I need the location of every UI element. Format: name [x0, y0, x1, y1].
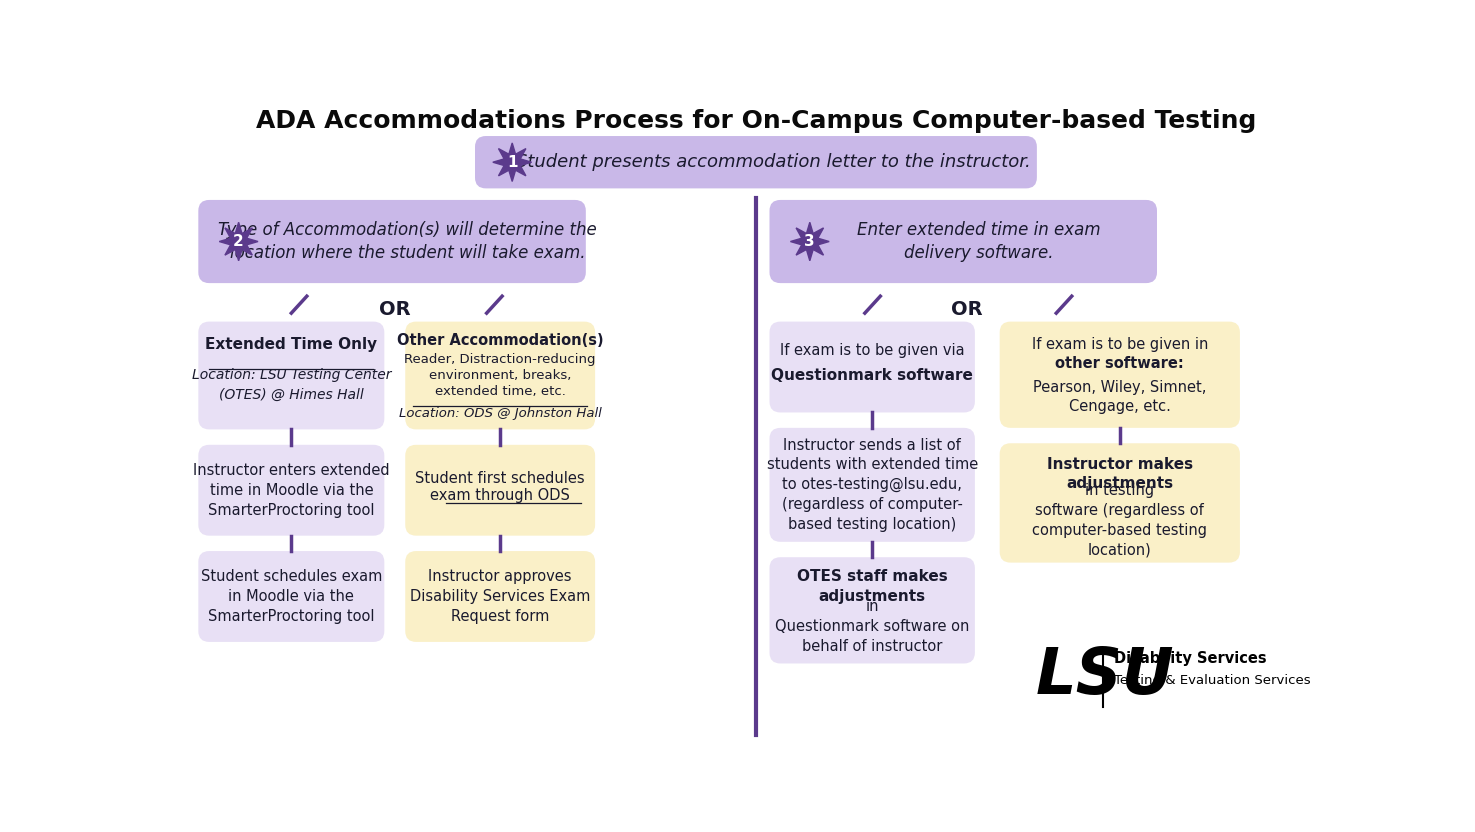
Polygon shape: [493, 143, 531, 181]
Text: in testing
software (regardless of
computer-based testing
location): in testing software (regardless of compu…: [1032, 483, 1208, 557]
Text: other software:: other software:: [1056, 356, 1184, 371]
FancyBboxPatch shape: [198, 551, 385, 642]
Text: If exam is to be given in: If exam is to be given in: [1031, 337, 1208, 352]
Text: Type of Accommodation(s) will determine the
location where the student will take: Type of Accommodation(s) will determine …: [218, 221, 597, 262]
Text: Instructor approves
Disability Services Exam
Request form: Instructor approves Disability Services …: [410, 569, 590, 624]
FancyBboxPatch shape: [770, 322, 975, 413]
Text: Student presents accommodation letter to the instructor.: Student presents accommodation letter to…: [516, 153, 1031, 171]
FancyBboxPatch shape: [198, 445, 385, 536]
Polygon shape: [220, 222, 258, 260]
FancyBboxPatch shape: [770, 428, 975, 542]
Text: If exam is to be given via: If exam is to be given via: [780, 344, 965, 359]
FancyBboxPatch shape: [1000, 443, 1240, 562]
Text: Disability Services: Disability Services: [1115, 651, 1267, 666]
FancyBboxPatch shape: [406, 322, 594, 429]
Text: OTES staff makes
adjustments: OTES staff makes adjustments: [796, 569, 947, 603]
Text: OR: OR: [379, 300, 412, 319]
Text: Student schedules exam
in Moodle via the
SmarterProctoring tool: Student schedules exam in Moodle via the…: [201, 569, 382, 624]
Text: Enter extended time in exam
delivery software.: Enter extended time in exam delivery sof…: [857, 221, 1100, 262]
Text: LSU: LSU: [1035, 645, 1174, 707]
FancyBboxPatch shape: [770, 557, 975, 663]
Text: Student first schedules: Student first schedules: [416, 471, 586, 486]
Text: 2: 2: [233, 234, 243, 249]
Text: Instructor enters extended
time in Moodle via the
SmarterProctoring tool: Instructor enters extended time in Moodl…: [193, 463, 389, 518]
FancyBboxPatch shape: [1000, 322, 1240, 428]
Text: Testing & Evaluation Services: Testing & Evaluation Services: [1115, 674, 1311, 687]
FancyBboxPatch shape: [406, 445, 594, 536]
Text: Instructor sends a list of
students with extended time
to otes-testing@lsu.edu,
: Instructor sends a list of students with…: [767, 438, 978, 532]
FancyBboxPatch shape: [198, 322, 385, 429]
Text: Location: LSU Testing Center
(OTES) @ Himes Hall: Location: LSU Testing Center (OTES) @ Hi…: [192, 368, 391, 402]
Text: ADA Accommodations Process for On-Campus Computer-based Testing: ADA Accommodations Process for On-Campus…: [255, 109, 1257, 133]
FancyBboxPatch shape: [198, 200, 586, 283]
Text: Pearson, Wiley, Simnet,
Cengage, etc.: Pearson, Wiley, Simnet, Cengage, etc.: [1032, 379, 1207, 414]
Text: Questionmark software: Questionmark software: [771, 368, 974, 383]
Text: OR: OR: [951, 300, 982, 319]
Text: 1: 1: [507, 155, 518, 170]
Text: in
Questionmark software on
behalf of instructor: in Questionmark software on behalf of in…: [774, 599, 969, 654]
FancyBboxPatch shape: [406, 551, 594, 642]
Text: 3: 3: [804, 234, 816, 249]
FancyBboxPatch shape: [770, 200, 1156, 283]
Text: Other Accommodation(s): Other Accommodation(s): [397, 333, 603, 348]
Text: Location: ODS @ Johnston Hall: Location: ODS @ Johnston Hall: [398, 408, 602, 420]
Text: Reader, Distraction-reducing
environment, breaks,
extended time, etc.: Reader, Distraction-reducing environment…: [404, 353, 596, 399]
Text: exam through ODS: exam through ODS: [431, 488, 571, 503]
FancyBboxPatch shape: [475, 136, 1037, 188]
Polygon shape: [791, 222, 829, 260]
Text: Instructor makes
adjustments: Instructor makes adjustments: [1047, 457, 1193, 491]
Text: Extended Time Only: Extended Time Only: [205, 337, 378, 352]
